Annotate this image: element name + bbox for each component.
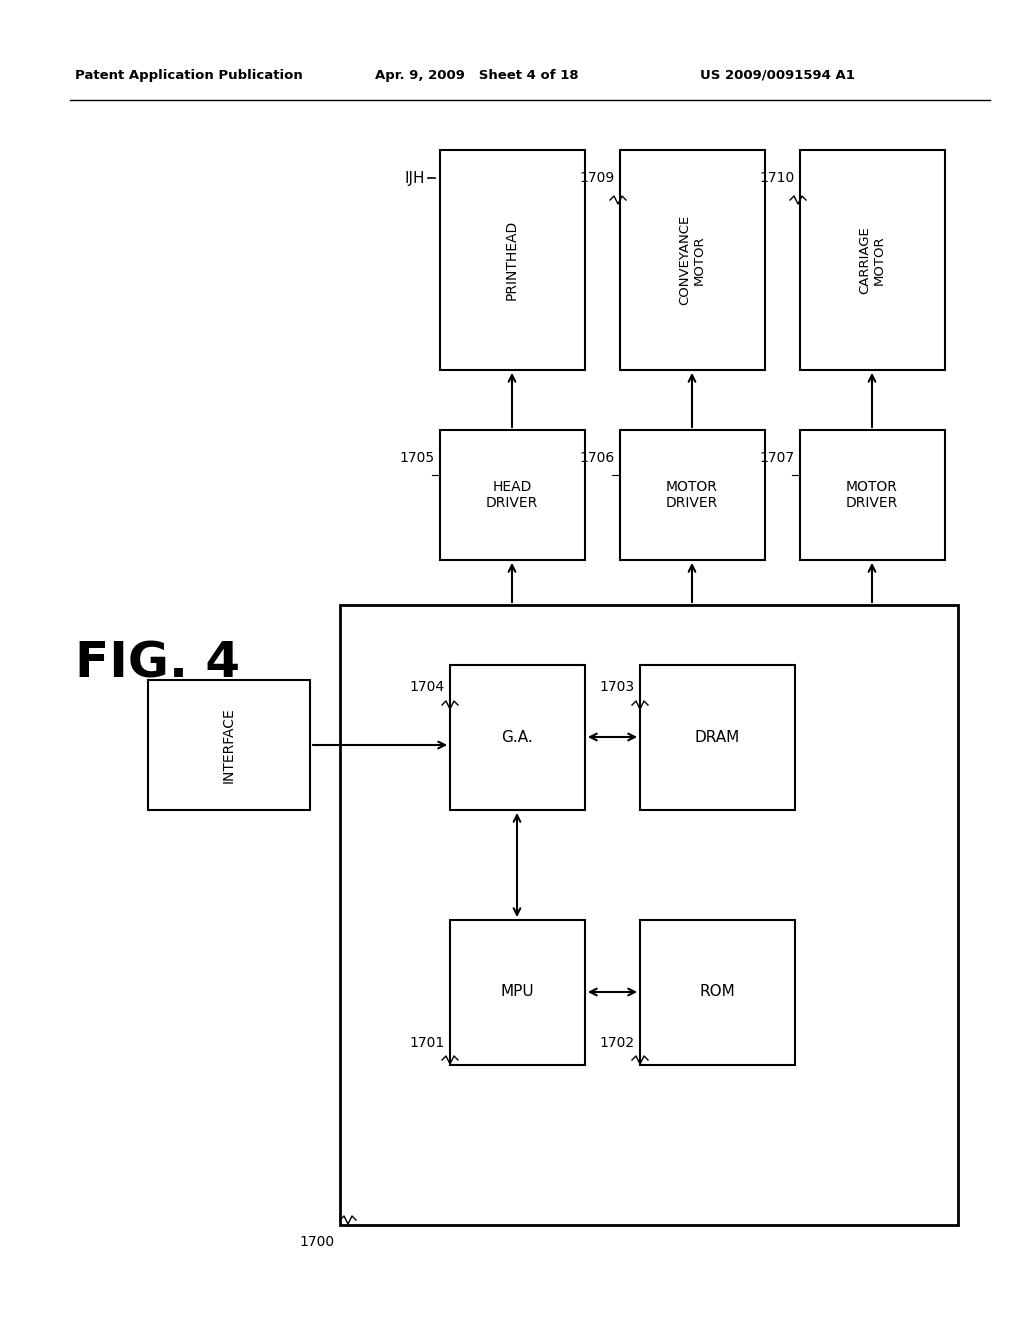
Text: Patent Application Publication: Patent Application Publication bbox=[75, 69, 303, 82]
Text: HEAD
DRIVER: HEAD DRIVER bbox=[485, 480, 539, 510]
Text: 1707: 1707 bbox=[760, 451, 795, 465]
Bar bbox=[620, 150, 765, 370]
Text: CONVEYANCE
MOTOR: CONVEYANCE MOTOR bbox=[678, 215, 706, 305]
Text: FIG. 4: FIG. 4 bbox=[75, 640, 240, 688]
Text: 1700: 1700 bbox=[300, 1236, 335, 1249]
Text: Apr. 9, 2009   Sheet 4 of 18: Apr. 9, 2009 Sheet 4 of 18 bbox=[375, 69, 579, 82]
Text: MOTOR
DRIVER: MOTOR DRIVER bbox=[846, 480, 898, 510]
Text: 1706: 1706 bbox=[580, 451, 615, 465]
Text: ROM: ROM bbox=[699, 985, 735, 999]
Text: 1705: 1705 bbox=[400, 451, 435, 465]
Text: MOTOR
DRIVER: MOTOR DRIVER bbox=[666, 480, 718, 510]
Text: PRINTHEAD: PRINTHEAD bbox=[505, 220, 519, 300]
Text: INTERFACE: INTERFACE bbox=[222, 708, 236, 783]
Text: 1702: 1702 bbox=[600, 1036, 635, 1049]
Bar bbox=[440, 150, 585, 370]
Text: CARRIAGE
MOTOR: CARRIAGE MOTOR bbox=[858, 226, 886, 294]
Text: MPU: MPU bbox=[500, 985, 534, 999]
Bar bbox=[640, 920, 795, 1065]
Text: US 2009/0091594 A1: US 2009/0091594 A1 bbox=[700, 69, 855, 82]
Bar bbox=[640, 665, 795, 810]
Text: 1704: 1704 bbox=[410, 680, 445, 694]
Bar bbox=[450, 665, 585, 810]
Bar bbox=[440, 430, 585, 560]
Bar bbox=[620, 430, 765, 560]
Text: IJH: IJH bbox=[404, 170, 425, 186]
Bar bbox=[340, 605, 958, 1225]
Text: 1701: 1701 bbox=[410, 1036, 445, 1049]
Text: G.A.: G.A. bbox=[501, 730, 532, 744]
Text: 1710: 1710 bbox=[760, 172, 795, 185]
Text: DRAM: DRAM bbox=[694, 730, 739, 744]
Bar bbox=[800, 150, 945, 370]
Bar bbox=[148, 680, 310, 810]
Text: 1703: 1703 bbox=[600, 680, 635, 694]
Text: 1709: 1709 bbox=[580, 172, 615, 185]
Bar bbox=[800, 430, 945, 560]
Bar bbox=[450, 920, 585, 1065]
